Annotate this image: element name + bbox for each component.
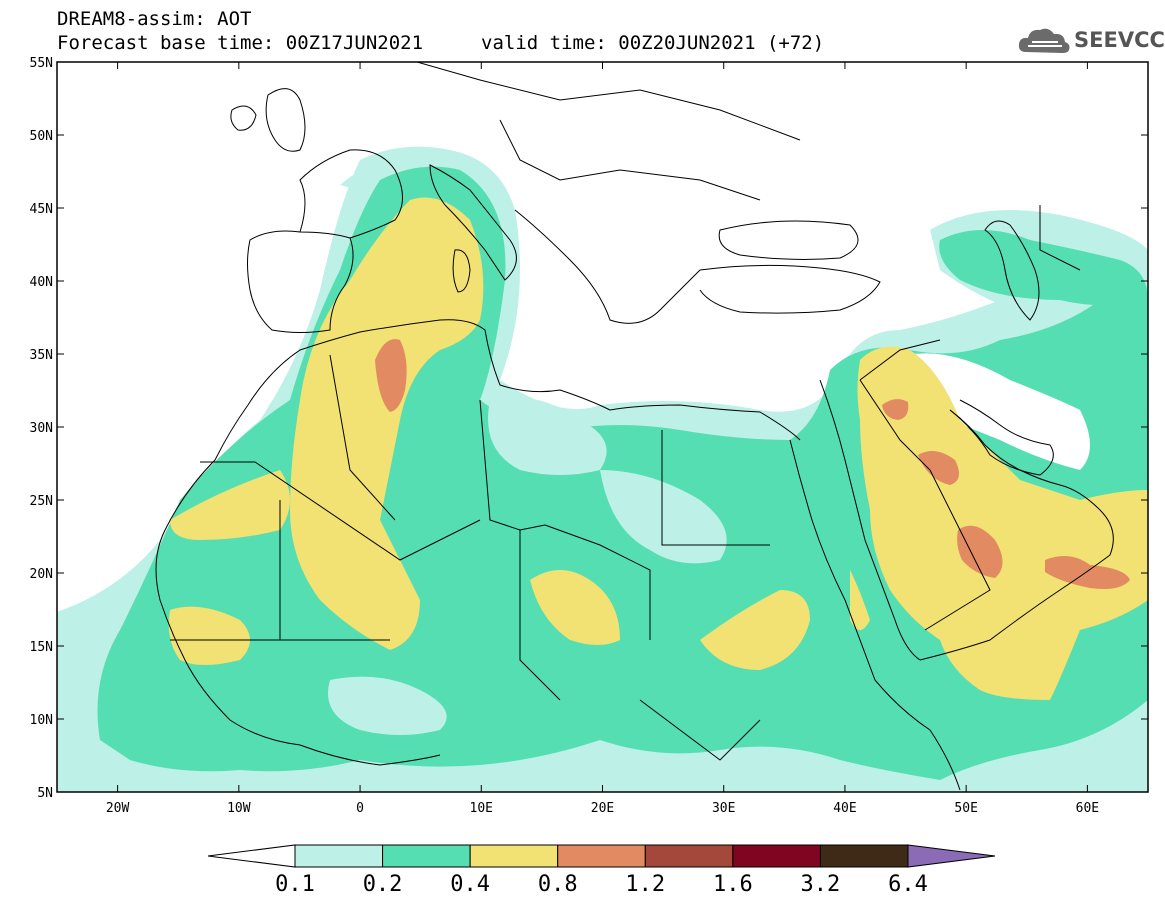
aot-band-0.2-caspian — [939, 230, 1148, 305]
colorbar-label: 1.2 — [625, 872, 665, 897]
border-line — [519, 530, 561, 701]
aot-band-0.4-sahara-west — [290, 197, 484, 650]
aot-light-patch — [488, 397, 607, 475]
lon-label: 10E — [470, 801, 493, 816]
colorbar-under — [207, 844, 296, 868]
border-line — [329, 354, 396, 521]
lat-label: 25N — [30, 494, 53, 509]
aot-band-0.4-chad — [530, 570, 620, 645]
aot-band-0.4-eritrea — [850, 570, 870, 630]
colorbar-segment — [732, 844, 821, 868]
colorbar-over — [907, 844, 996, 868]
lon-label: 40E — [833, 801, 856, 816]
italy-coast — [429, 164, 517, 281]
britain-coast — [265, 88, 306, 152]
lon-label: 30E — [712, 801, 735, 816]
cloud-icon — [1018, 28, 1070, 53]
lon-label: 20E — [591, 801, 614, 816]
red-sea-west — [789, 439, 961, 791]
france-coast — [299, 149, 403, 239]
forecast-base-time: Forecast base time: 00Z17JUN2021 — [57, 32, 424, 54]
colorbar-segment — [382, 844, 471, 868]
colorbar-segment — [557, 844, 646, 868]
aot-band-0.4-arabia — [857, 346, 1148, 700]
colorbar-label: 0.1 — [275, 872, 315, 897]
north-africa-coast — [247, 319, 801, 441]
red-sea-east — [819, 379, 921, 661]
aot-band-0.8-kuwait — [918, 451, 959, 485]
lon-label: 20W — [106, 801, 130, 816]
aot-band-0.8-algeria — [375, 339, 407, 412]
colorbar-label: 0.2 — [363, 872, 403, 897]
aot-band-0.4-senegal — [168, 606, 250, 665]
lat-label: 5N — [37, 786, 53, 801]
border-line — [859, 379, 991, 631]
border-line — [479, 399, 546, 531]
lat-label: 50N — [30, 129, 53, 144]
border-line — [200, 461, 481, 561]
border-line — [859, 339, 941, 381]
balkans-coast — [514, 209, 701, 324]
lat-label: 30N — [30, 421, 53, 436]
colorbar-segment — [469, 844, 559, 868]
lat-label: 10N — [30, 713, 53, 728]
lat-label: 40N — [30, 275, 53, 290]
aot-band-0.8-rubalkhali — [957, 525, 1003, 578]
valid-time: valid time: 00Z20JUN2021 (+72) — [481, 32, 825, 54]
west-africa-coast — [155, 404, 441, 766]
caspian-sea — [984, 220, 1040, 321]
lon-label: 10W — [227, 801, 251, 816]
colorbar-label: 1.6 — [713, 872, 753, 897]
colorbar-segment — [294, 844, 384, 868]
border-line — [1039, 205, 1081, 271]
colorbar: 0.1 0.2 0.4 0.8 1.2 1.6 3.2 6.4 — [207, 844, 996, 897]
map-title: DREAM8-assim: AOT — [57, 8, 252, 30]
lon-label: 60E — [1076, 801, 1099, 816]
lat-label: 35N — [30, 348, 53, 363]
aot-light-patch-3 — [328, 676, 447, 735]
seevccc-logo: SEEVCCC — [1018, 24, 1165, 58]
colorbar-label: 3.2 — [801, 872, 841, 897]
sardinia-coast — [452, 249, 471, 293]
aot-band-0.4-mauritania — [170, 470, 290, 540]
border-line — [415, 62, 801, 141]
colorbar-label: 0.4 — [450, 872, 490, 897]
aot-band-0.8-oman — [1045, 556, 1130, 589]
lat-label: 20N — [30, 567, 53, 582]
border-line — [499, 119, 761, 201]
aot-band-0.4-sudan — [700, 590, 810, 670]
colorbar-segment — [644, 844, 734, 868]
border-line — [661, 430, 770, 546]
border-line — [544, 524, 651, 640]
border-line — [639, 699, 761, 761]
colorbar-label: 0.8 — [538, 872, 578, 897]
colorbar-label: 6.4 — [888, 872, 928, 897]
lat-label: 55N — [30, 56, 53, 71]
lon-label: 50E — [954, 801, 977, 816]
longitude-axis: 20W 10W 0 10E 20E 30E 40E 50E 60E — [106, 62, 1099, 816]
coastlines — [155, 62, 1114, 791]
aot-light-patch-2 — [600, 470, 727, 564]
colorbar-segment — [819, 844, 909, 868]
persian-gulf — [949, 399, 1054, 476]
lat-label: 45N — [30, 202, 53, 217]
black-sea — [718, 220, 859, 260]
logo-text: SEEVCCC — [1074, 28, 1165, 52]
arabia-coast — [919, 409, 1114, 661]
turkey-coast — [699, 264, 881, 314]
iberia-coast — [247, 230, 354, 333]
aot-field — [57, 146, 1148, 792]
latitude-axis: 55N 50N 45N 40N 35N 30N 25N 20N 15N 10N 5N — [30, 56, 1148, 801]
ireland-coast — [230, 105, 257, 131]
lat-label: 15N — [30, 640, 53, 655]
aot-band-0.8-iraq — [882, 399, 909, 420]
lon-label: 0 — [356, 801, 364, 816]
